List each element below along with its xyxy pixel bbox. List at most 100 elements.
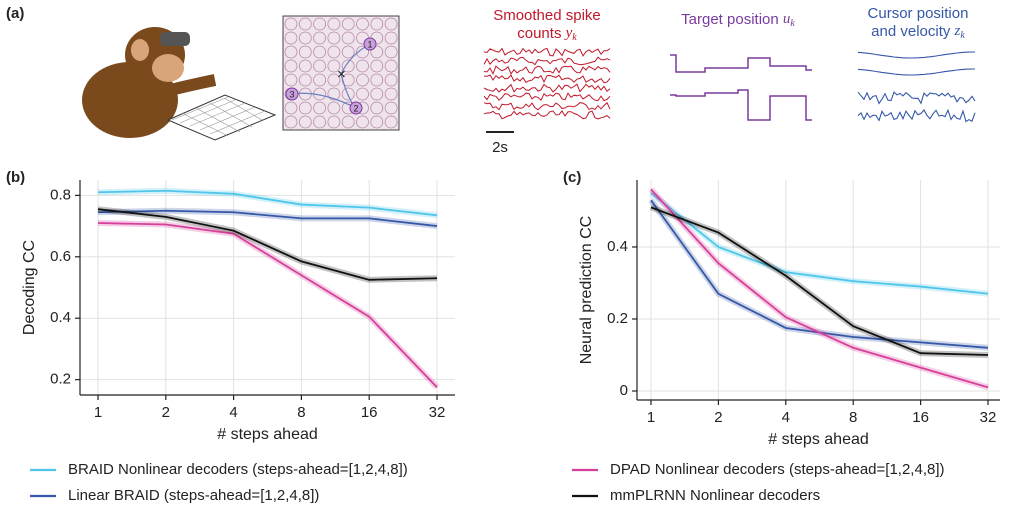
y-tick-label: 0 [620, 382, 628, 399]
grid-circle [341, 87, 355, 101]
grid-circle [298, 101, 312, 115]
grid-circle [370, 45, 384, 59]
grid-circle [327, 59, 341, 73]
grid-circle [298, 17, 312, 31]
target-number: 3 [289, 89, 294, 99]
grid-circle [384, 45, 398, 59]
cursor-trace [857, 108, 976, 123]
grid-circle [284, 115, 298, 129]
target-number: 2 [353, 103, 358, 113]
grid-circle [341, 59, 355, 73]
grid-circle [384, 115, 398, 129]
y-tick-label: 0.2 [607, 310, 628, 327]
panel-label: (c) [563, 169, 581, 186]
example-traces [483, 47, 976, 123]
series-line [97, 222, 438, 388]
trace-title-text: Smoothed spike [493, 7, 601, 24]
grid-circle [313, 31, 327, 45]
grid-circle [313, 101, 327, 115]
grid-circle [370, 17, 384, 31]
grid-circle [284, 45, 298, 59]
grid-circle [313, 59, 327, 73]
spike-trace [483, 47, 611, 57]
grid-circle [327, 45, 341, 59]
grid-circle [298, 115, 312, 129]
y-tick-label: 0.2 [50, 371, 71, 388]
grid-circle [384, 59, 398, 73]
scale-bar-label: 2s [492, 139, 508, 156]
trace-title: Target position uk [681, 11, 795, 29]
series-line [97, 208, 438, 281]
series-line [650, 192, 989, 295]
subscript: k [572, 32, 577, 43]
grid-circle [298, 45, 312, 59]
target-number: 1 [367, 39, 372, 49]
grid-circle [298, 73, 312, 87]
grid-circle [356, 17, 369, 31]
grid-circle [370, 59, 384, 73]
y-tick-label: 0.8 [50, 186, 71, 203]
target-circles: × 1 2 3 [284, 17, 398, 129]
x-tick-label: 1 [647, 409, 655, 426]
spike-trace [483, 56, 611, 66]
y-tick-label: 0.6 [50, 248, 71, 265]
x-tick-label: 16 [912, 409, 929, 426]
grid-circle [284, 101, 298, 115]
legend-label: BRAID Nonlinear decoders (steps-ahead=[1… [68, 461, 408, 478]
grid-circle [284, 59, 298, 73]
y-tick-label: 0.4 [50, 309, 71, 326]
grid-circle [356, 73, 369, 87]
trace-title-text: counts [517, 25, 561, 42]
spike-trace [483, 101, 611, 111]
grid-circle [313, 45, 327, 59]
trace-title: counts yk [517, 25, 577, 43]
grid-circle [327, 87, 341, 101]
legend-label: mmPLRNN Nonlinear decoders [610, 487, 820, 504]
grid-circle [284, 31, 298, 45]
x-tick-label: 32 [980, 409, 997, 426]
grid-circle [284, 17, 298, 31]
grid-circle [327, 115, 341, 129]
grid-circle [384, 31, 398, 45]
x-tick-label: 2 [714, 409, 722, 426]
grid-circle [384, 17, 398, 31]
trace-title: and velocity zk [871, 23, 965, 41]
symbol: z [954, 23, 961, 39]
cursor-trace [857, 51, 975, 59]
symbol: u [783, 11, 791, 27]
grid-circle [356, 87, 369, 101]
x-tick-label: 8 [297, 404, 305, 421]
grid-circle [341, 31, 355, 45]
series-line [650, 188, 989, 389]
spike-trace [483, 110, 611, 120]
grid-circle [341, 45, 355, 59]
legend-label: DPAD Nonlinear decoders (steps-ahead=[1,… [610, 461, 945, 478]
symbol: y [564, 25, 573, 41]
grid-circle [341, 115, 355, 129]
trace-title: Smoothed spike [493, 7, 601, 24]
subscript: k [790, 18, 795, 29]
grid-circle [356, 45, 369, 59]
grid-circle [384, 73, 398, 87]
x-tick-label: 32 [429, 404, 446, 421]
grid-circle [384, 87, 398, 101]
y-axis-label: Neural prediction CC [578, 216, 595, 365]
spike-trace [483, 65, 611, 75]
spike-trace [483, 92, 611, 102]
grid-circle [298, 31, 312, 45]
x-tick-label: 8 [849, 409, 857, 426]
legend-label: Linear BRAID (steps-ahead=[1,2,4,8]) [68, 487, 319, 504]
target [285, 87, 299, 101]
series-line [650, 206, 989, 356]
grid-circle [370, 101, 384, 115]
x-tick-label: 4 [229, 404, 237, 421]
grid-circle [370, 87, 384, 101]
y-tick-label: 0.4 [607, 238, 628, 255]
monkey-illustration [82, 27, 277, 141]
grid-circle [327, 17, 341, 31]
grid-circle [313, 115, 327, 129]
panel-label: (a) [6, 5, 24, 22]
trace-title: Cursor position [868, 5, 969, 22]
grid-circle [341, 17, 355, 31]
x-tick-label: 16 [361, 404, 378, 421]
